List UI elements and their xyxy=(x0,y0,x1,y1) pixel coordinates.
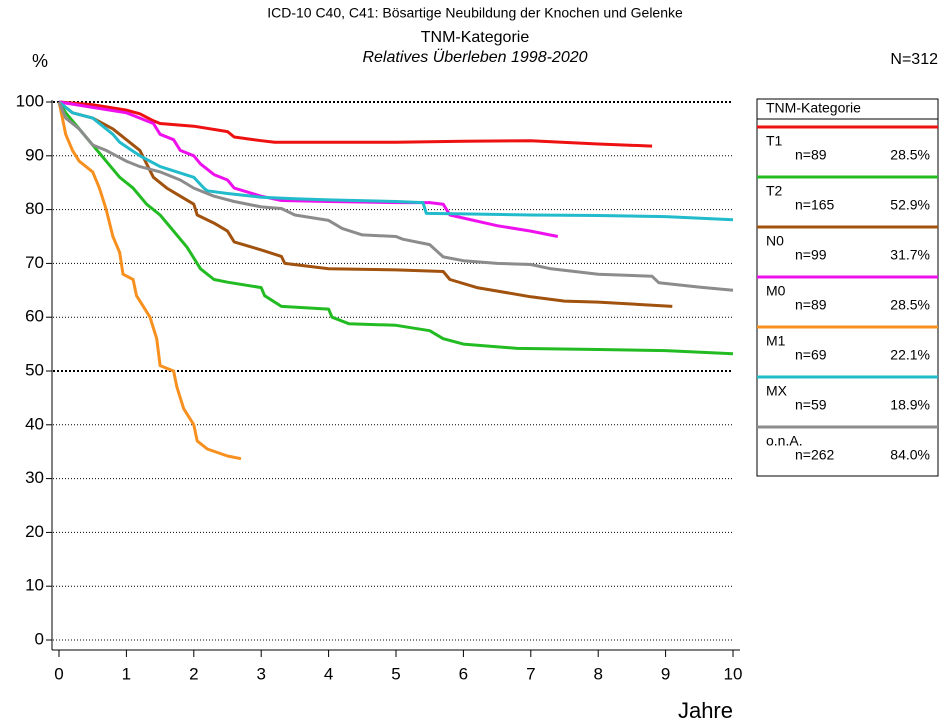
legend-count: n=69 xyxy=(795,347,827,363)
legend-label: MX xyxy=(766,383,788,399)
legend-count: n=165 xyxy=(795,197,835,213)
survival-curve xyxy=(58,100,653,148)
y-tick-label: 90 xyxy=(25,145,44,164)
x-tick-label: 4 xyxy=(324,664,333,683)
y-tick-label: 20 xyxy=(25,522,44,541)
legend-label: N0 xyxy=(766,233,784,249)
x-tick-label: 0 xyxy=(54,664,63,683)
survival-curve xyxy=(57,101,242,461)
survival-curve xyxy=(58,100,734,222)
survival-curve xyxy=(58,100,559,238)
legend-title: TNM-Kategorie xyxy=(766,100,861,116)
legend-label: o.n.A. xyxy=(766,433,803,449)
x-tick-label: 9 xyxy=(661,664,670,683)
x-tick-label: 1 xyxy=(122,664,131,683)
y-tick-label: 40 xyxy=(25,414,44,433)
survival-curve xyxy=(57,101,734,292)
legend-label: T1 xyxy=(766,133,783,149)
legend-box xyxy=(756,98,939,477)
y-tick-label: 60 xyxy=(25,307,44,326)
survival-curve xyxy=(58,100,673,308)
y-tick-label: 30 xyxy=(25,468,44,487)
legend-share: 31.7% xyxy=(890,247,930,263)
legend-label: M1 xyxy=(766,333,786,349)
y-tick-label: 10 xyxy=(25,576,44,595)
x-tick-label: 5 xyxy=(391,664,400,683)
y-tick-label: 50 xyxy=(25,360,44,379)
total-count: N=312 xyxy=(890,51,938,68)
y-tick-label: 0 xyxy=(35,629,44,648)
x-tick-label: 8 xyxy=(593,664,602,683)
legend-share: 28.5% xyxy=(890,147,930,163)
x-tick-label: 7 xyxy=(526,664,535,683)
x-tick-label: 10 xyxy=(724,664,743,683)
legend-share: 28.5% xyxy=(890,297,930,313)
y-tick-label: 70 xyxy=(25,253,44,272)
legend-count: n=89 xyxy=(795,297,827,313)
chart-subtitle: TNM-Kategorie xyxy=(421,29,530,46)
legend-share: 18.9% xyxy=(890,397,930,413)
y-axis-label: % xyxy=(32,51,48,71)
y-tick-label: 80 xyxy=(25,199,44,218)
legend-count: n=262 xyxy=(795,447,835,463)
y-tick-label: 100 xyxy=(16,91,44,110)
x-axis-label: Jahre xyxy=(678,698,733,723)
survival-curve xyxy=(57,101,734,356)
legend-label: M0 xyxy=(766,283,786,299)
chart-subtitle2: Relatives Überleben 1998-2020 xyxy=(362,48,587,66)
legend-share: 84.0% xyxy=(890,447,930,463)
legend-count: n=99 xyxy=(795,247,827,263)
chart-title: ICD-10 C40, C41: Bösartige Neubildung de… xyxy=(267,5,683,21)
legend-share: 22.1% xyxy=(890,347,930,363)
legend-count: n=89 xyxy=(795,147,827,163)
legend-share: 52.9% xyxy=(890,197,930,213)
x-tick-label: 6 xyxy=(459,664,468,683)
x-tick-label: 3 xyxy=(256,664,265,683)
legend-label: T2 xyxy=(766,183,783,199)
legend-count: n=59 xyxy=(795,397,827,413)
x-tick-label: 2 xyxy=(189,664,198,683)
